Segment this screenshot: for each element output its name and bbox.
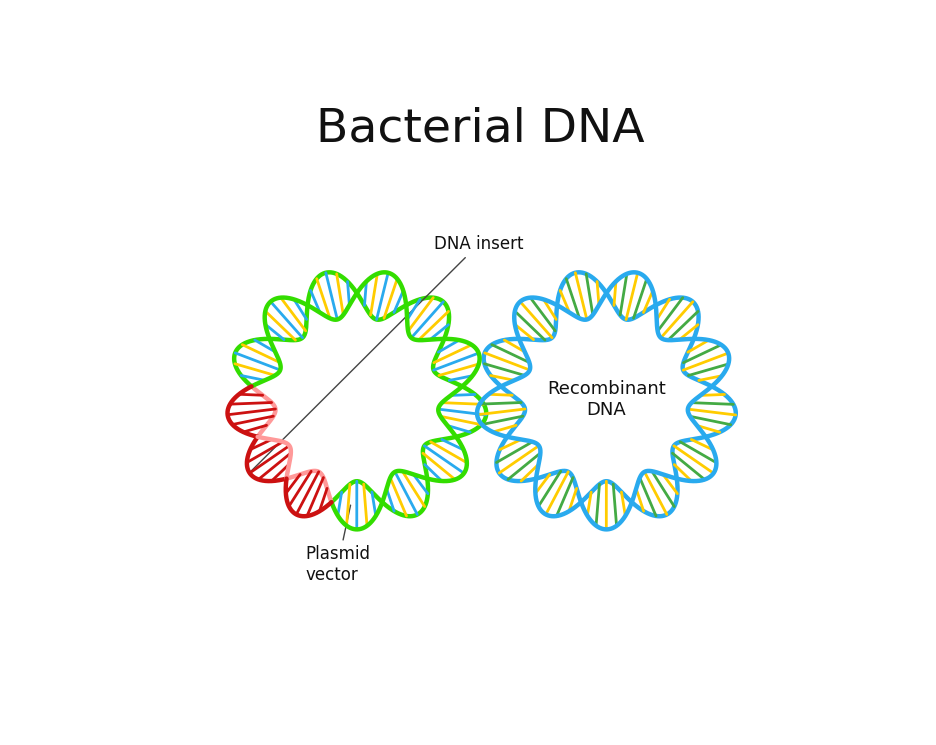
Text: DNA insert: DNA insert (249, 235, 523, 472)
Text: Bacterial DNA: Bacterial DNA (315, 107, 644, 152)
Text: Recombinant
DNA: Recombinant DNA (547, 380, 665, 419)
Text: Plasmid
vector: Plasmid vector (305, 505, 370, 584)
